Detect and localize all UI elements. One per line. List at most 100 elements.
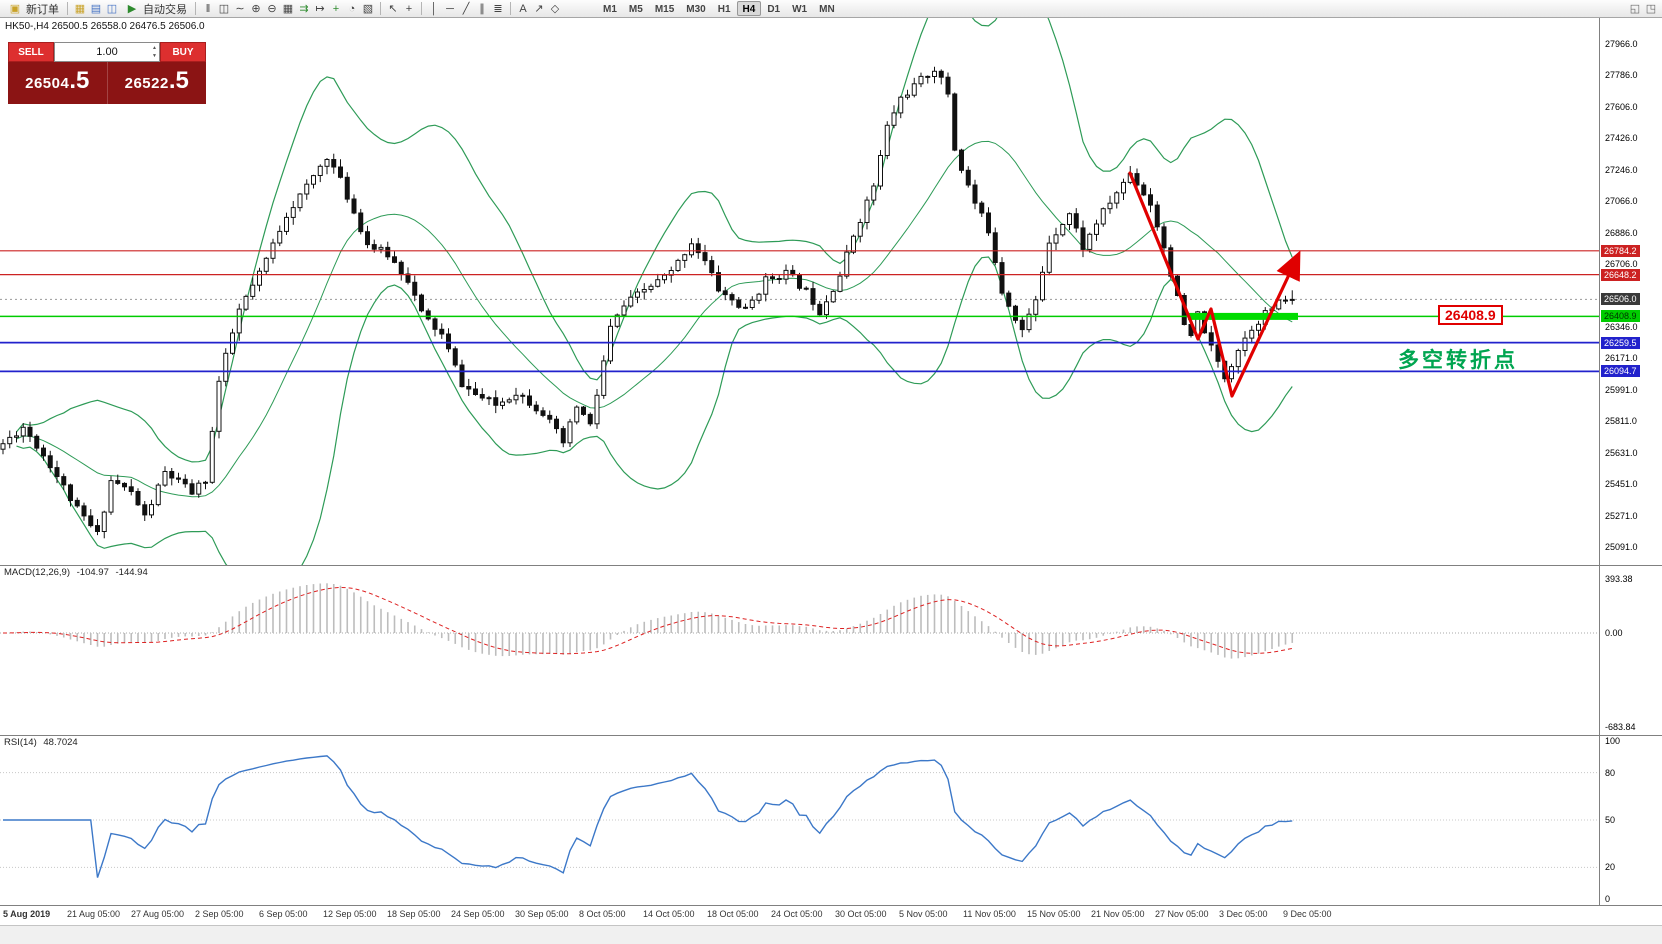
price-axis-label: 25811.0 [1605,416,1637,427]
macd-axis-label: 0.00 [1605,628,1623,638]
text-icon[interactable]: A [519,2,527,15]
autotrading-icon: ▶ [127,2,137,15]
timeframe-m30-button[interactable]: M30 [686,4,706,15]
rsi-axis-label: 50 [1605,815,1616,825]
time-axis-label: 6 Sep 05:00 [259,909,308,919]
horizontal-line-icon[interactable]: ─ [446,2,454,15]
macd-value-2: -144.94 [115,567,148,578]
charts-grid-icon[interactable]: ▦ [74,2,86,15]
time-axis-label: 21 Aug 05:00 [67,909,121,919]
toolbar-separator [67,2,68,15]
crosshair-icon[interactable]: + [405,2,413,15]
price-axis-label: 25451.0 [1605,479,1638,490]
macd-canvas[interactable] [0,565,1599,735]
time-axis-label: 24 Oct 05:00 [771,909,823,919]
price-chart-panel[interactable]: HK50-,H4 26500.5 26558.0 26476.5 26506.0… [0,18,1599,565]
price-level-flag[interactable]: 26408.9 [1438,305,1503,325]
rsi-canvas[interactable] [0,735,1599,905]
timeframe-d1-button[interactable]: D1 [767,4,781,15]
time-axis-label: 27 Aug 05:00 [131,909,185,919]
vertical-line-icon[interactable]: │ [430,2,438,15]
new-order-icon: ▣ [9,2,21,15]
rsi-axis-label: 80 [1605,767,1616,778]
time-axis-label: 11 Nov 05:00 [963,909,1016,919]
timeframe-m15-button[interactable]: M15 [654,4,675,15]
cursor-icon[interactable]: ↖ [388,2,398,15]
price-line-chip: 26648.2 [1601,268,1640,281]
timeframe-mn-button[interactable]: MN [819,4,835,15]
rsi-axis-label: 100 [1605,736,1621,746]
auto-scroll-icon[interactable]: ⇉ [299,2,309,15]
tile-windows-icon[interactable]: ▦ [282,2,294,15]
volume-increase-button[interactable]: ▲ [152,45,157,51]
timeframe-h4-button[interactable]: H4 [736,1,762,16]
price-line-chip: 26408.9 [1601,310,1640,323]
arrow-tool-icon[interactable]: ↗ [534,2,544,15]
periods-icon[interactable]: ◔ [348,2,356,15]
price-axis-label: 27066.0 [1605,196,1638,207]
buy-price[interactable]: 26522.5 [106,62,206,104]
time-axis-label: 30 Oct 05:00 [835,909,887,919]
time-axis-label: 9 Dec 05:00 [1283,909,1332,919]
timeframe-h1-button[interactable]: H1 [717,4,731,15]
navigator-icon[interactable]: ▤ [90,2,102,15]
timeframe-m1-button[interactable]: M1 [603,4,617,15]
new-order-button[interactable]: ▣ 新订单 [3,1,63,17]
macd-panel[interactable]: MACD(12,26,9) -104.97 -144.94 [0,565,1599,735]
annotation-note-text[interactable]: 多空转折点 [1398,349,1518,372]
buy-button[interactable]: BUY [160,42,206,62]
chart-shift-icon[interactable]: ↦ [315,2,325,15]
price-axis-label: 25631.0 [1605,447,1638,458]
timeframe-m5-button[interactable]: M5 [628,4,643,15]
price-axis-label: 26171.0 [1605,353,1638,364]
panel-separator[interactable] [0,565,1662,566]
buy-price-int: 26522 [124,75,169,92]
zoom-out-icon[interactable]: ⊖ [267,2,277,15]
panel-separator [0,905,1662,906]
volume-decrease-button[interactable]: ▼ [152,53,157,59]
rsi-label: RSI(14) 48.7024 [4,737,82,748]
rsi-name: RSI(14) [4,737,37,748]
indicators-icon[interactable]: + [332,2,340,15]
panel-separator[interactable] [0,735,1662,736]
rsi-panel[interactable]: RSI(14) 48.7024 [0,735,1599,905]
templates-icon[interactable]: ▧ [362,2,374,15]
price-axis[interactable]: 27966.0 27786.0 27606.0 27426.0 27246.0 27066… [1599,18,1662,905]
autotrading-button[interactable]: ▶ 自动交易 [120,1,191,17]
shapes-icon[interactable]: ◇ [550,2,560,15]
current-price-chip: 26506.0 [1601,293,1640,306]
time-axis-label: 5 Aug 2019 [3,909,51,919]
draw-panel-icon[interactable]: ◱ [1629,2,1641,15]
alerts-icon[interactable]: ◳ [1645,2,1657,15]
price-axis-label: 25091.0 [1605,542,1638,552]
terminal-icon[interactable]: ◫ [106,2,118,15]
line-chart-icon[interactable]: ∼ [235,2,245,15]
price-chart-canvas[interactable] [0,18,1599,565]
sell-price[interactable]: 26504.5 [8,62,107,104]
candlestick-chart-icon[interactable]: ◫ [218,2,230,15]
price-axis-label: 26886.0 [1605,227,1638,238]
zoom-in-icon[interactable]: ⊕ [251,2,261,15]
time-axis-label: 3 Dec 05:00 [1219,909,1268,919]
time-axis[interactable]: 5 Aug 2019 21 Aug 05:00 27 Aug 05:00 2 Sep … [0,905,1599,925]
trendline-icon[interactable]: ╱ [462,2,470,15]
sell-button[interactable]: SELL [8,42,54,62]
macd-axis-label: -683.84 [1605,721,1636,732]
price-line-chip: 26784.2 [1601,244,1640,257]
new-order-label: 新订单 [26,3,59,16]
sell-price-int: 26504 [25,75,70,92]
rsi-value: 48.7024 [43,737,78,748]
volume-input[interactable]: 1.00 ▲ ▼ [54,42,160,62]
fibonacci-icon[interactable]: ≣ [493,2,503,15]
channel-icon[interactable]: ∥ [479,2,485,15]
price-axis-label: 27246.0 [1605,164,1638,175]
timeframe-w1-button[interactable]: W1 [792,4,808,15]
bar-chart-icon[interactable]: ǁ [205,2,211,15]
price-line-chip: 26094.7 [1601,365,1640,378]
macd-value-1: -104.97 [76,567,109,578]
buy-price-dec: .5 [168,67,189,94]
rsi-axis-label: 0 [1605,894,1611,904]
price-axis-label: 27606.0 [1605,101,1638,112]
time-axis-label: 21 Nov 05:00 [1091,909,1145,919]
